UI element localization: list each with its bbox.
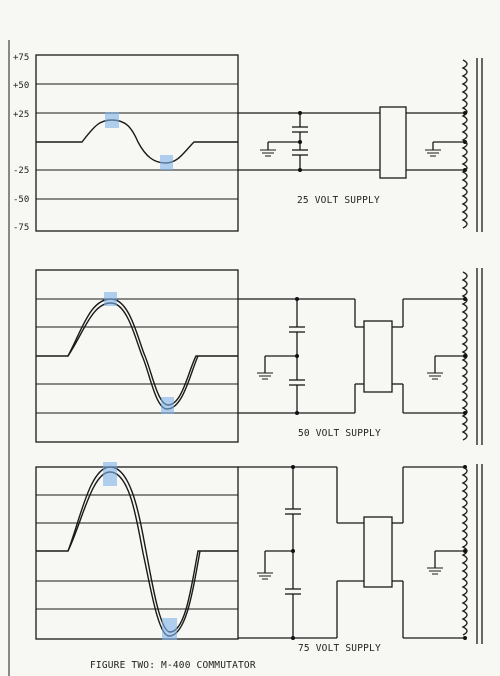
y-axis-labels: +75 +50 +25 -25 -50 -75 [13, 53, 29, 233]
trough-marker [160, 155, 173, 170]
y-label-minus-75: -75 [13, 223, 29, 233]
peak-marker [105, 112, 119, 128]
gridlines-25v [36, 83, 238, 200]
panel-50v: 50 VOLT SUPPLY [35, 268, 483, 445]
trough-marker [161, 397, 174, 414]
scope-frame-25v [35, 54, 239, 232]
panel-75v: 75 VOLT SUPPLY [35, 462, 483, 654]
waveform-50v [36, 298, 238, 406]
circuit-50v [238, 268, 483, 445]
supply-label-50v: 50 VOLT SUPPLY [298, 428, 381, 439]
y-label-plus-50: +50 [13, 81, 29, 91]
waveform-75v [36, 466, 238, 633]
circuit-75v [238, 464, 483, 644]
gridlines-50v [36, 298, 238, 414]
figure-caption: FIGURE TWO: M-400 COMMUTATOR [90, 660, 256, 671]
panel-25v: +75 +50 +25 -25 -50 -75 [13, 53, 483, 233]
y-label-plus-75: +75 [13, 53, 29, 63]
supply-label-75v: 75 VOLT SUPPLY [298, 643, 381, 654]
gridlines-75v [36, 494, 238, 610]
circuit-25v [238, 58, 483, 232]
waveform-25v [36, 119, 238, 164]
trough-marker [162, 618, 177, 640]
scope-frame-75v [35, 466, 239, 640]
supply-label-25v: 25 VOLT SUPPLY [297, 195, 380, 206]
y-label-plus-25: +25 [13, 110, 29, 120]
peak-marker [103, 462, 117, 486]
y-label-minus-50: -50 [13, 195, 29, 205]
peak-marker [104, 292, 117, 306]
y-label-minus-25: -25 [13, 166, 29, 176]
